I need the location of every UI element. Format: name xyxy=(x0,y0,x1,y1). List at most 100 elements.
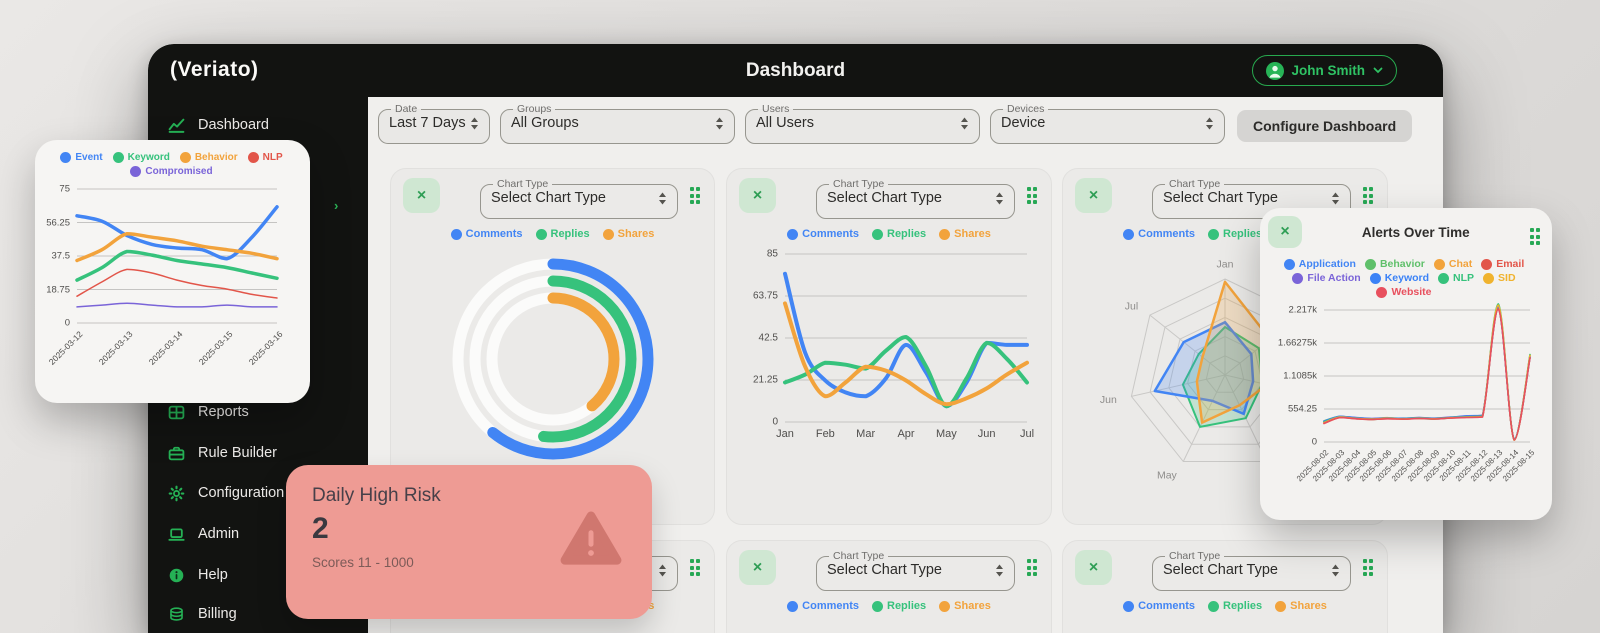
x-axis-tick: 2025-03-14 xyxy=(146,329,185,367)
chart-type-select[interactable]: Chart Type Select Chart Type xyxy=(1152,178,1351,219)
drag-handle-icon[interactable] xyxy=(689,559,700,576)
legend-dot-icon xyxy=(535,228,547,240)
legend-label: Shares xyxy=(617,228,655,240)
legend-label: Website xyxy=(1391,286,1432,298)
drag-handle-icon[interactable] xyxy=(1362,187,1373,204)
legend-label: Comments xyxy=(802,228,859,240)
legend-dot-icon xyxy=(787,600,799,612)
info-icon xyxy=(168,567,185,584)
legend-dot-icon xyxy=(1438,272,1450,284)
x-axis: Jan Feb Mar Apr May Jun Jul xyxy=(776,428,1034,452)
legend-label: Comments xyxy=(465,228,523,240)
chart-type-label: Chart Type xyxy=(497,178,549,190)
donut-chart-svg xyxy=(452,258,653,460)
close-card-button[interactable]: × xyxy=(1075,550,1112,585)
chart-type-select[interactable]: Chart Type Select Chart Type xyxy=(816,178,1015,219)
y-axis-tick: 56.25 xyxy=(46,217,70,228)
legend-item: Email xyxy=(1481,258,1524,270)
legend-item: Event xyxy=(60,152,103,163)
close-card-button[interactable]: × xyxy=(1075,178,1112,213)
users-filter-label: Users xyxy=(762,103,790,115)
laptop-icon xyxy=(168,526,185,543)
legend-item: Replies xyxy=(1208,228,1262,240)
close-card-button[interactable]: × xyxy=(739,550,776,585)
drag-handle-icon[interactable] xyxy=(1529,228,1540,245)
sidebar-item-billing[interactable]: Billing xyxy=(168,603,237,625)
alerts-card-title: Alerts Over Time xyxy=(1361,224,1470,240)
x-axis-tick: Mar xyxy=(856,428,876,440)
legend-label: Comments xyxy=(802,600,859,612)
legend-dot-icon xyxy=(247,152,259,163)
user-menu-button[interactable]: John Smith xyxy=(1251,55,1397,86)
devices-filter-select[interactable]: Devices Device xyxy=(990,103,1225,144)
sidebar-item-configuration[interactable]: Configuration xyxy=(168,482,284,504)
card-header: × Chart Type Select Chart Type xyxy=(391,169,714,219)
sidebar-item-admin[interactable]: Admin xyxy=(168,523,239,545)
sidebar-item-dashboard[interactable]: Dashboard xyxy=(168,114,269,136)
drag-handle-icon[interactable] xyxy=(689,187,700,204)
chart-type-value: Select Chart Type xyxy=(827,562,942,578)
svg-text:May: May xyxy=(1157,470,1178,482)
legend-item: Shares xyxy=(1275,600,1327,612)
legend-dot-icon xyxy=(1283,258,1295,270)
date-filter-value: Last 7 Days xyxy=(389,115,466,131)
x-axis-tick: Apr xyxy=(897,428,915,440)
floating-activity-chart-card: Event Keyword Behavior NLP Compromised 75 56.… xyxy=(35,140,310,403)
daily-high-risk-card[interactable]: Daily High Risk 2 Scores 11 - 1000 xyxy=(286,465,652,619)
svg-text:Jan: Jan xyxy=(1217,259,1234,271)
select-arrows-icon xyxy=(715,117,724,130)
y-axis-tick: 85 xyxy=(766,248,778,260)
line-chart-svg xyxy=(783,253,1029,423)
chevron-down-icon xyxy=(1373,67,1383,74)
legend-dot-icon xyxy=(1123,600,1135,612)
chart-card: × Chart Type Select Chart Type Comments R… xyxy=(726,540,1052,633)
legend-label: NLP xyxy=(262,152,283,163)
sidebar-expand-chevron-icon[interactable]: › xyxy=(334,198,339,213)
legend-dot-icon xyxy=(1369,272,1381,284)
close-card-button[interactable]: × xyxy=(739,178,776,213)
card-header: × Chart Type Select Chart Type xyxy=(727,169,1051,219)
legend-item: File Action xyxy=(1292,272,1361,284)
legend-label: Shares xyxy=(954,228,991,240)
chart-type-select[interactable]: Chart Type Select Chart Type xyxy=(480,178,678,219)
gear-icon xyxy=(168,485,185,502)
select-arrows-icon xyxy=(470,117,479,130)
sidebar-item-reports[interactable]: Reports xyxy=(168,401,249,423)
users-filter-select[interactable]: Users All Users xyxy=(745,103,980,144)
legend-label: Replies xyxy=(887,600,927,612)
drag-handle-icon[interactable] xyxy=(1362,559,1373,576)
groups-filter-select[interactable]: Groups All Groups xyxy=(500,103,735,144)
legend-item: Shares xyxy=(939,228,991,240)
chart-legend: Comments Replies Shares xyxy=(727,228,1051,240)
devices-filter-label: Devices xyxy=(1007,103,1045,115)
legend-dot-icon xyxy=(1292,272,1304,284)
sidebar-item-help[interactable]: Help xyxy=(168,564,228,586)
chart-type-select[interactable]: Chart Type Select Chart Type xyxy=(816,550,1015,591)
chart-legend: Comments Replies Shares xyxy=(1063,600,1387,612)
risk-card-value: 2 xyxy=(312,512,329,545)
sidebar-item-label: Admin xyxy=(198,526,240,542)
sidebar-item-label: Configuration xyxy=(198,485,285,501)
legend-label: Application xyxy=(1298,258,1356,270)
chart-type-value: Select Chart Type xyxy=(1163,562,1278,578)
sidebar-item-rule-builder[interactable]: Rule Builder xyxy=(168,442,277,464)
chart-type-select[interactable]: Chart Type Select Chart Type xyxy=(1152,550,1351,591)
close-card-button[interactable]: × xyxy=(1268,216,1302,248)
legend-dot-icon xyxy=(872,228,883,240)
main-content: Date Last 7 Days Groups All Groups Users… xyxy=(368,97,1443,633)
legend-item: Comments xyxy=(787,228,859,240)
legend-label: Chat xyxy=(1448,258,1473,270)
close-card-button[interactable]: × xyxy=(403,178,440,213)
configure-dashboard-button[interactable]: Configure Dashboard xyxy=(1237,110,1413,142)
drag-handle-icon[interactable] xyxy=(1026,187,1037,204)
legend-label: Email xyxy=(1496,258,1525,270)
drag-handle-icon[interactable] xyxy=(1026,559,1037,576)
x-axis-tick: Feb xyxy=(815,428,835,440)
legend-item: Replies xyxy=(872,600,926,612)
date-filter-select[interactable]: Date Last 7 Days xyxy=(378,103,490,144)
select-arrows-icon xyxy=(1331,192,1340,205)
legend-item: SID xyxy=(1483,272,1516,284)
y-axis-tick: 0 xyxy=(1311,436,1317,448)
date-filter-label: Date xyxy=(395,103,418,115)
